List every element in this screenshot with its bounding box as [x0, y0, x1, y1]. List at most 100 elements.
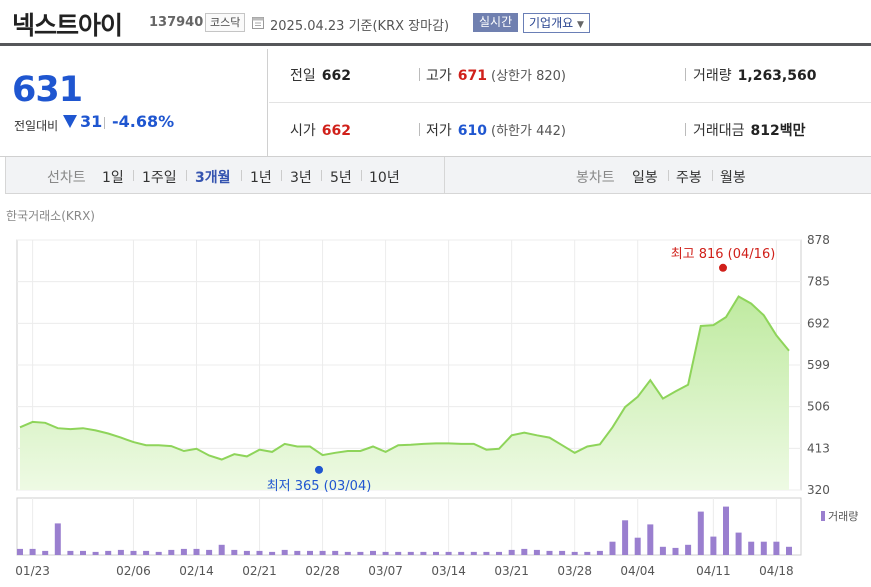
volume-bar — [143, 550, 150, 555]
stock-name: 넥스트아이 — [12, 11, 123, 40]
tab-5year[interactable]: 5년 — [330, 170, 352, 186]
divider — [133, 170, 134, 181]
x-tick-label: 02/06 — [116, 564, 151, 578]
volume-bar — [80, 550, 86, 555]
y-tick-label: 878 — [807, 233, 830, 247]
y-tick-label: 320 — [807, 483, 830, 497]
volume-bar — [370, 550, 376, 555]
tab-daily[interactable]: 일봉 — [632, 170, 658, 186]
price-line — [19, 295, 790, 461]
divider — [685, 68, 686, 81]
volume-bar — [294, 550, 301, 555]
divider — [186, 170, 187, 181]
volume-bar — [319, 550, 326, 555]
divider — [685, 123, 686, 136]
volume-bar — [496, 551, 502, 555]
divider — [104, 117, 105, 129]
tab-3year[interactable]: 3년 — [290, 170, 312, 186]
volume-bar — [218, 544, 225, 555]
tab-3month[interactable]: 3개월 — [195, 170, 231, 186]
x-tick-label: 03/07 — [368, 564, 403, 578]
low-marker — [315, 465, 323, 474]
volume-bar — [67, 550, 74, 555]
volume-bar — [508, 549, 515, 555]
volume-bar — [433, 551, 439, 555]
volume-bar — [206, 549, 213, 555]
volume-bar — [180, 548, 187, 555]
volume-bar — [521, 548, 528, 555]
y-tick-label: 506 — [807, 400, 830, 414]
trade-amount: 거래대금 812백만 — [693, 123, 806, 139]
volume-bar — [533, 549, 540, 555]
stock-code: 137940 — [149, 15, 204, 30]
source-label: 한국거래소(KRX) — [6, 209, 95, 223]
corp-info-dropdown[interactable]: 기업개요 ▼ — [523, 13, 590, 33]
volume-bar — [735, 532, 742, 555]
x-tick-label: 04/18 — [759, 564, 794, 578]
volume-bar — [584, 551, 591, 555]
chevron-down-icon: ▼ — [577, 20, 584, 30]
x-tick-label: 04/04 — [620, 564, 655, 578]
corp-info-label: 기업개요 — [529, 16, 574, 30]
current-price: 631 — [12, 70, 83, 110]
candle-chart-label: 봉차트 — [576, 170, 615, 186]
volume-bar — [760, 541, 767, 555]
tab-1year[interactable]: 1년 — [250, 170, 272, 186]
y-tick-label: 785 — [807, 275, 830, 289]
volume-bar — [622, 520, 629, 555]
price-area — [20, 296, 789, 490]
x-tick-label: 02/28 — [305, 564, 340, 578]
chart-tabs: 선차트 1일 1주일 3개월 1년 3년 5년 10년 봉차트 일봉 주봉 월봉 — [5, 157, 871, 194]
divider — [281, 170, 282, 181]
price-chart: 878 785 692 599 506 413 320 01/23 02/06 02/14 02/2… — [15, 233, 858, 578]
volume-bar — [445, 551, 452, 555]
volume-bar — [748, 541, 755, 555]
tab-weekly[interactable]: 주봉 — [676, 170, 702, 186]
volume-bar — [243, 550, 250, 555]
tab-1week[interactable]: 1주일 — [142, 170, 177, 186]
y-tick-label: 599 — [807, 358, 830, 372]
volume-bar — [382, 551, 389, 555]
volume-bar — [105, 550, 112, 555]
volume-bar — [458, 551, 465, 555]
x-tick-label: 03/14 — [431, 564, 466, 578]
volume-bar — [281, 549, 288, 555]
stock-header: 넥스트아이 137940 코스닥 2025.04.23 기준(KRX 장마감) … — [0, 0, 871, 46]
volume-bar — [697, 511, 704, 555]
divider — [712, 170, 713, 181]
volume-bar — [130, 550, 137, 555]
row-divider — [269, 102, 871, 103]
market-badge: 코스닥 — [205, 13, 246, 32]
y-tick-label: 413 — [807, 441, 830, 455]
line-chart-label: 선차트 — [47, 170, 86, 186]
x-tick-label: 03/21 — [494, 564, 529, 578]
realtime-button[interactable]: 실시간 — [473, 13, 519, 32]
volume-bar — [723, 506, 729, 555]
volume-bar — [407, 551, 414, 555]
volume-bar — [17, 548, 23, 555]
volume-bar — [647, 524, 654, 555]
volume: 거래량 1,263,560 — [693, 68, 817, 84]
volume-bar — [357, 551, 364, 555]
divider — [361, 170, 362, 181]
volume-bar — [168, 549, 175, 555]
volume-bar — [483, 551, 490, 555]
volume-bar — [420, 551, 427, 555]
tab-1day[interactable]: 1일 — [102, 170, 124, 186]
volume-bar — [269, 551, 276, 555]
change-label: 전일대비 — [14, 119, 59, 133]
volume-bar — [786, 546, 792, 555]
volume-bar — [307, 550, 313, 555]
volume-bar — [193, 548, 200, 555]
tab-monthly[interactable]: 월봉 — [720, 170, 746, 186]
price-summary: 631 전일대비 31 -4.68% 전일 662 고가 671 (상한가 820) … — [0, 49, 871, 157]
volume-bar — [54, 523, 61, 555]
y-tick-label: 692 — [807, 316, 830, 330]
volume-bar — [672, 547, 679, 555]
divider — [444, 157, 445, 193]
volume-bar — [42, 550, 49, 555]
volume-bar — [546, 550, 553, 555]
tab-10year[interactable]: 10년 — [369, 170, 400, 186]
volume-bar — [92, 551, 99, 555]
divider — [668, 170, 669, 181]
